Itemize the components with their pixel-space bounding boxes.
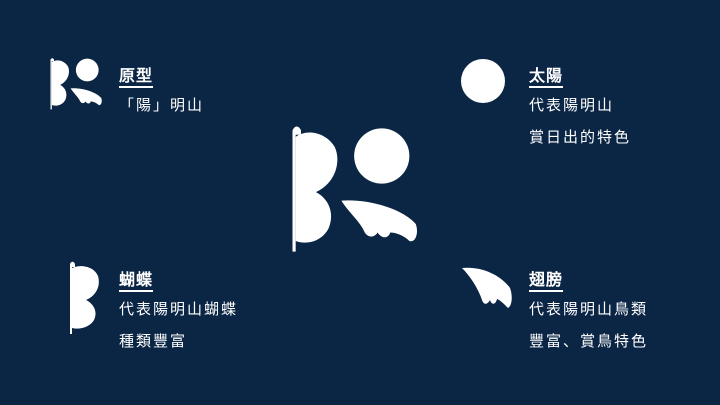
prototype-logo-icon xyxy=(46,56,104,112)
prototype-desc-line-1: 「陽」明山 xyxy=(119,96,205,114)
butterfly-desc-line-1: 代表陽明山蝴蝶 xyxy=(119,300,239,318)
sun-circle-icon xyxy=(460,58,506,104)
wing-desc-line-2: 豐富、賞鳥特色 xyxy=(529,332,649,350)
butterfly-half-icon xyxy=(68,260,102,334)
sun-title: 太陽 xyxy=(529,66,564,85)
prototype-title: 原型 xyxy=(119,66,154,85)
butterfly-title: 蝴蝶 xyxy=(119,270,154,289)
butterfly-desc-line-2: 種類豐富 xyxy=(119,332,188,350)
wing-title: 翅膀 xyxy=(529,270,564,289)
main-logo-icon xyxy=(284,120,420,260)
wing-desc-line-1: 代表陽明山鳥類 xyxy=(529,300,649,318)
sun-desc-line-1: 代表陽明山 xyxy=(529,96,615,114)
sun-desc-line-2: 賞日出的特色 xyxy=(529,128,632,146)
bird-wing-icon xyxy=(460,266,514,312)
